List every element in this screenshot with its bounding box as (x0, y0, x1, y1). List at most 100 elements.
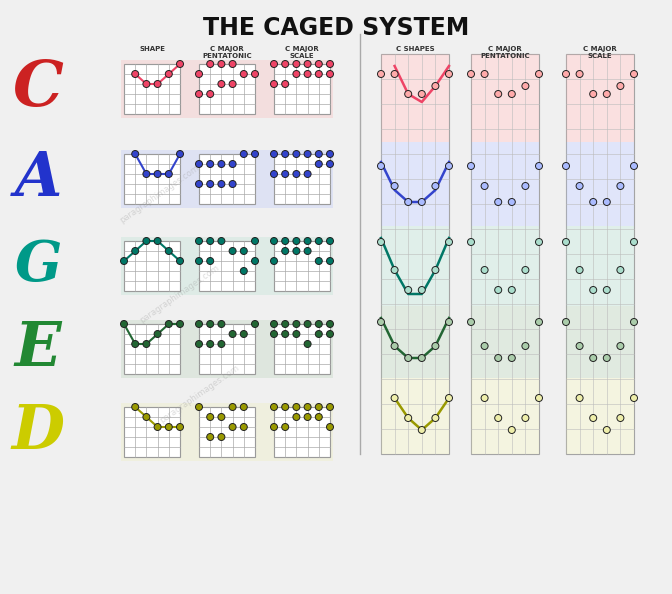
Circle shape (418, 90, 425, 97)
Text: E: E (15, 319, 61, 379)
Circle shape (177, 258, 183, 264)
Circle shape (315, 258, 323, 264)
Bar (124, 154, 180, 204)
Circle shape (418, 426, 425, 434)
Circle shape (418, 355, 425, 362)
Circle shape (446, 239, 452, 245)
Circle shape (315, 150, 323, 157)
Bar (124, 407, 180, 457)
Bar (471, 54, 539, 454)
Circle shape (590, 355, 597, 362)
Circle shape (229, 403, 236, 410)
Circle shape (378, 163, 384, 169)
Circle shape (251, 258, 259, 264)
Circle shape (495, 286, 502, 293)
Bar (121, 403, 333, 461)
Circle shape (207, 434, 214, 441)
Circle shape (315, 330, 323, 337)
Circle shape (143, 340, 150, 347)
Circle shape (218, 238, 225, 245)
Circle shape (154, 170, 161, 178)
Bar (381, 226, 449, 306)
Circle shape (495, 198, 502, 206)
Circle shape (603, 286, 610, 293)
Circle shape (481, 394, 488, 402)
Bar (566, 226, 634, 306)
Circle shape (282, 61, 289, 68)
Bar (471, 306, 539, 378)
Circle shape (293, 321, 300, 327)
Circle shape (271, 170, 278, 178)
Circle shape (143, 170, 150, 178)
Circle shape (315, 71, 323, 77)
Circle shape (271, 321, 278, 327)
Circle shape (495, 415, 502, 422)
Bar (124, 324, 180, 374)
Circle shape (327, 321, 333, 327)
Circle shape (165, 71, 172, 77)
Circle shape (590, 90, 597, 97)
Circle shape (327, 258, 333, 264)
Circle shape (132, 71, 138, 77)
Circle shape (282, 170, 289, 178)
Circle shape (576, 343, 583, 349)
Circle shape (327, 61, 333, 68)
Circle shape (576, 267, 583, 273)
Bar (121, 60, 333, 118)
Circle shape (282, 330, 289, 337)
Circle shape (495, 355, 502, 362)
Circle shape (630, 318, 638, 326)
Circle shape (241, 424, 247, 431)
Circle shape (468, 318, 474, 326)
Circle shape (251, 71, 259, 77)
Circle shape (177, 424, 183, 431)
Circle shape (304, 413, 311, 421)
Bar (274, 154, 330, 204)
Circle shape (304, 340, 311, 347)
Circle shape (154, 238, 161, 245)
Circle shape (481, 71, 488, 77)
Circle shape (207, 61, 214, 68)
Circle shape (207, 258, 214, 264)
Circle shape (207, 413, 214, 421)
Circle shape (196, 340, 202, 347)
Circle shape (630, 394, 638, 402)
Text: A: A (14, 149, 62, 209)
Circle shape (432, 267, 439, 273)
Circle shape (143, 238, 150, 245)
Bar (566, 306, 634, 378)
Circle shape (196, 90, 202, 97)
Circle shape (196, 71, 202, 77)
Circle shape (405, 355, 412, 362)
Bar (471, 226, 539, 306)
Circle shape (293, 150, 300, 157)
Circle shape (251, 150, 259, 157)
Circle shape (304, 248, 311, 254)
Bar (121, 237, 333, 295)
Circle shape (229, 160, 236, 168)
Circle shape (432, 343, 439, 349)
Circle shape (218, 61, 225, 68)
Text: C MAJOR
PENTATONIC: C MAJOR PENTATONIC (480, 46, 530, 59)
Circle shape (304, 61, 311, 68)
Circle shape (241, 403, 247, 410)
Circle shape (196, 238, 202, 245)
Circle shape (282, 150, 289, 157)
Text: THE CAGED SYSTEM: THE CAGED SYSTEM (203, 16, 469, 40)
Circle shape (327, 424, 333, 431)
Circle shape (196, 181, 202, 188)
Bar (121, 150, 333, 208)
Circle shape (391, 267, 398, 273)
Circle shape (617, 267, 624, 273)
Circle shape (207, 340, 214, 347)
Circle shape (218, 434, 225, 441)
Circle shape (617, 182, 624, 189)
Circle shape (293, 403, 300, 410)
Circle shape (271, 330, 278, 337)
Bar (566, 54, 634, 454)
Circle shape (405, 286, 412, 293)
Circle shape (508, 426, 515, 434)
Circle shape (304, 150, 311, 157)
Bar (274, 64, 330, 114)
Circle shape (132, 150, 138, 157)
